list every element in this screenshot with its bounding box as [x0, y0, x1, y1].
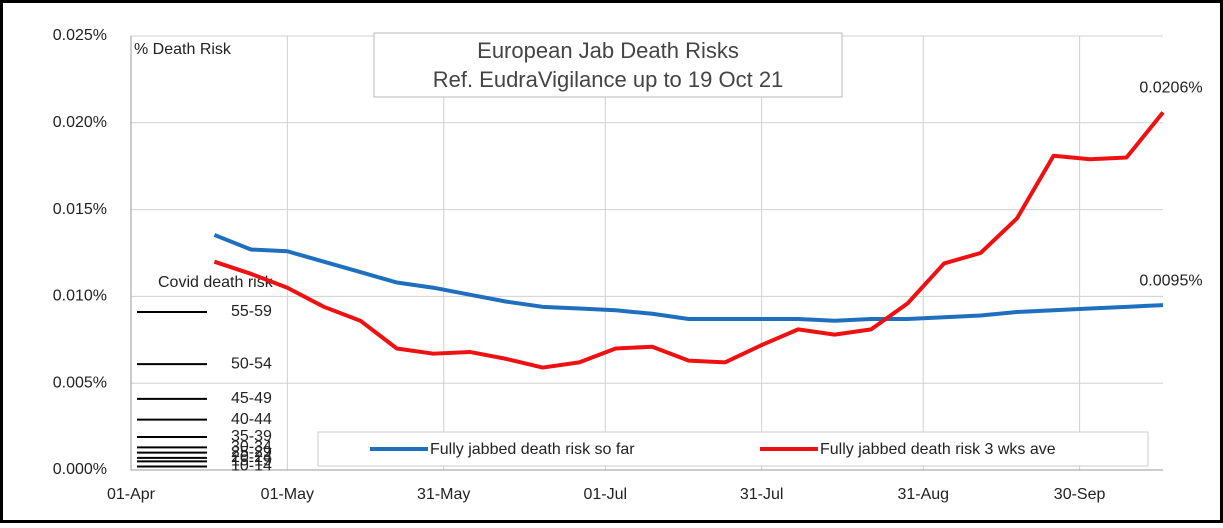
x-tick-label: 31-May	[417, 486, 470, 503]
covid-label: Covid death risk	[158, 274, 274, 291]
y-axis-label: % Death Risk	[134, 41, 232, 58]
covid-group-label: 30-34	[231, 439, 272, 456]
series-line	[213, 233, 1164, 323]
data-label: 0.0095%	[1139, 272, 1202, 289]
y-tick-label: 0.025%	[53, 27, 107, 44]
covid-group-label: 40-44	[231, 411, 272, 428]
covid-group-label: 45-49	[231, 390, 272, 407]
series-line	[213, 111, 1165, 370]
y-tick-label: 0.005%	[53, 374, 107, 391]
x-tick-label: 31-Aug	[897, 486, 949, 503]
y-tick-label: 0.015%	[53, 201, 107, 218]
covid-group-label: 35-39	[231, 428, 272, 445]
x-tick-label: 01-Apr	[107, 486, 156, 503]
covid-group-label: 55-59	[231, 303, 272, 320]
chart-subtitle: Ref. EudraVigilance up to 19 Oct 21	[433, 67, 784, 92]
covid-group-label: 50-54	[231, 355, 272, 372]
legend-label: Fully jabbed death risk so far	[430, 441, 635, 458]
title-box	[373, 32, 843, 98]
y-tick-label: 0.020%	[53, 114, 107, 131]
covid-group-label: 25-29	[231, 444, 272, 461]
y-tick-label: 0.000%	[53, 461, 107, 478]
x-tick-label: 01-Jul	[584, 486, 628, 503]
x-tick-label: 01-May	[261, 486, 314, 503]
x-tick-label: 30-Sep	[1054, 486, 1106, 503]
covid-group-label: 20-24	[231, 449, 272, 466]
y-tick-label: 0.010%	[53, 288, 107, 305]
x-tick-label: 31-Jul	[740, 486, 784, 503]
legend-box	[317, 431, 1149, 467]
legend-label: Fully jabbed death risk 3 wks ave	[820, 441, 1056, 458]
chart-title: European Jab Death Risks	[477, 38, 739, 63]
data-label: 0.0206%	[1139, 80, 1202, 97]
covid-group-label: 10-14	[231, 458, 272, 475]
covid-group-label: 15-19	[231, 453, 272, 470]
